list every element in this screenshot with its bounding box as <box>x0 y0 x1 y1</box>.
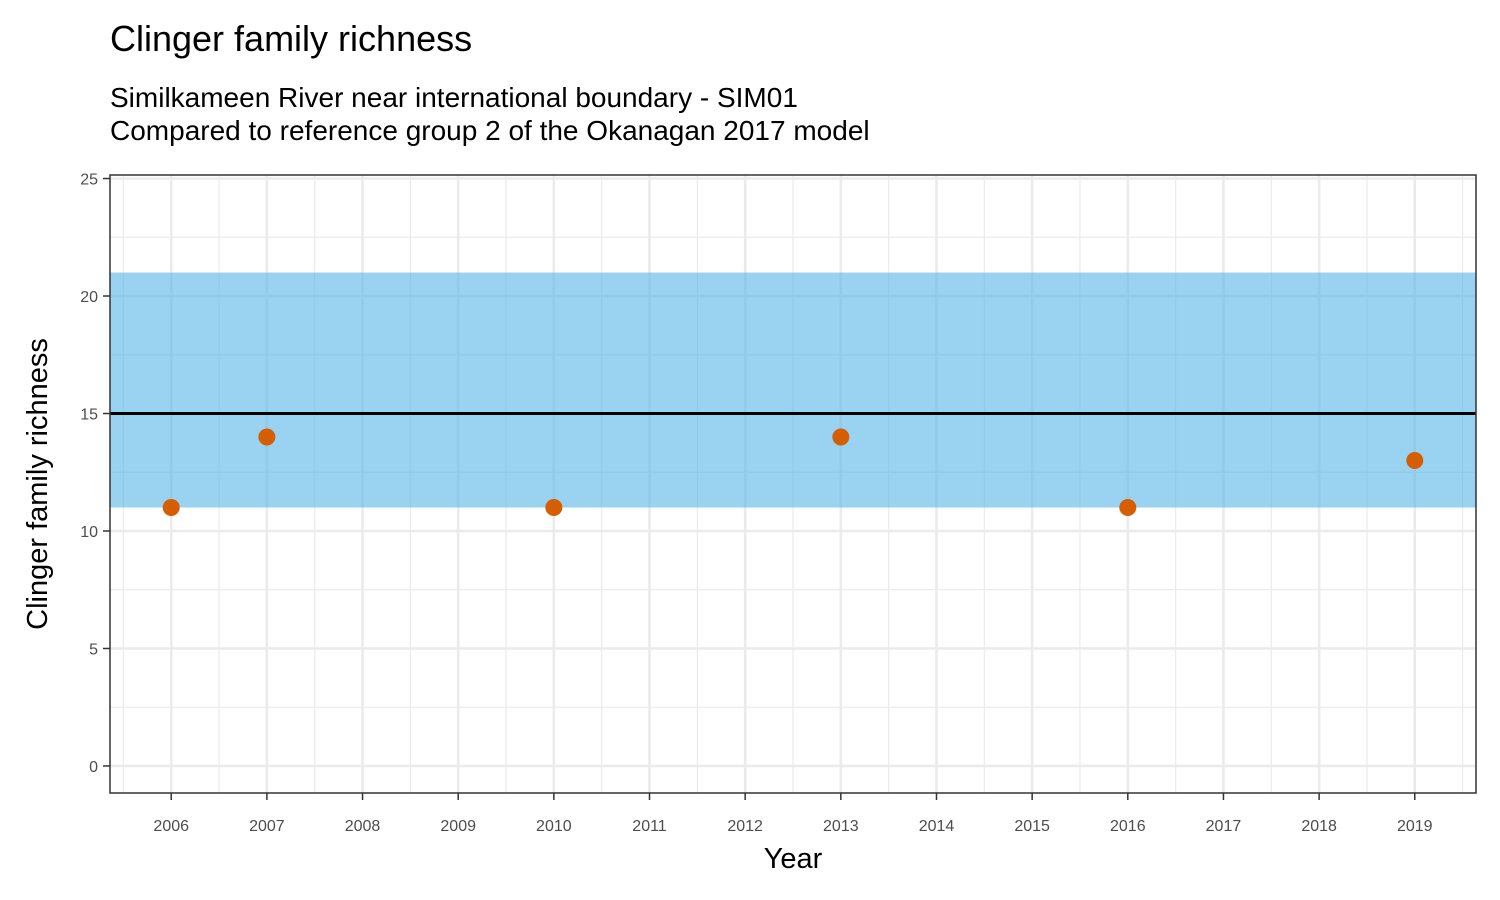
x-tick-label: 2015 <box>1014 818 1050 835</box>
plot-border <box>109 174 1477 794</box>
y-tick-label: 5 <box>89 641 98 658</box>
x-tick-label: 2009 <box>440 818 476 835</box>
y-tick-label: 20 <box>80 289 98 306</box>
y-axis-ticks: 0 5 10 15 20 25 <box>80 172 110 776</box>
data-point <box>258 428 276 446</box>
data-point <box>545 498 563 516</box>
chart-subtitle-line-2: Compared to reference group 2 of the Oka… <box>110 115 870 146</box>
x-tick-label: 2012 <box>727 818 763 835</box>
x-tick-label: 2016 <box>1110 818 1146 835</box>
x-tick-label: 2006 <box>153 818 189 835</box>
data-point <box>162 498 180 516</box>
x-tick-label: 2011 <box>632 818 667 835</box>
x-tick-label: 2017 <box>1206 818 1242 835</box>
y-axis-title: Clinger family richness <box>22 338 54 630</box>
y-tick-label: 10 <box>80 524 98 541</box>
chart-subtitle-line-1: Similkameen River near international bou… <box>110 82 798 113</box>
x-tick-label: 2019 <box>1397 818 1433 835</box>
data-points <box>162 428 1424 516</box>
x-tick-label: 2007 <box>249 818 285 835</box>
x-tick-label: 2008 <box>345 818 381 835</box>
y-tick-label: 0 <box>89 759 98 776</box>
data-point <box>1119 498 1137 516</box>
data-point <box>832 428 850 446</box>
x-tick-label: 2013 <box>823 818 859 835</box>
chart-title: Clinger family richness <box>110 18 473 59</box>
reference-band <box>110 272 1476 508</box>
x-tick-label: 2014 <box>919 818 955 835</box>
x-tick-label: 2018 <box>1301 818 1337 835</box>
x-axis-ticks: 2006 2007 2008 2009 2010 2011 2012 2013 2014 2015… <box>153 793 1433 835</box>
y-tick-label: 25 <box>80 172 98 189</box>
x-axis-title: Year <box>764 843 823 875</box>
y-tick-label: 15 <box>80 407 98 424</box>
x-tick-label: 2010 <box>536 818 572 835</box>
data-point <box>1406 452 1424 470</box>
